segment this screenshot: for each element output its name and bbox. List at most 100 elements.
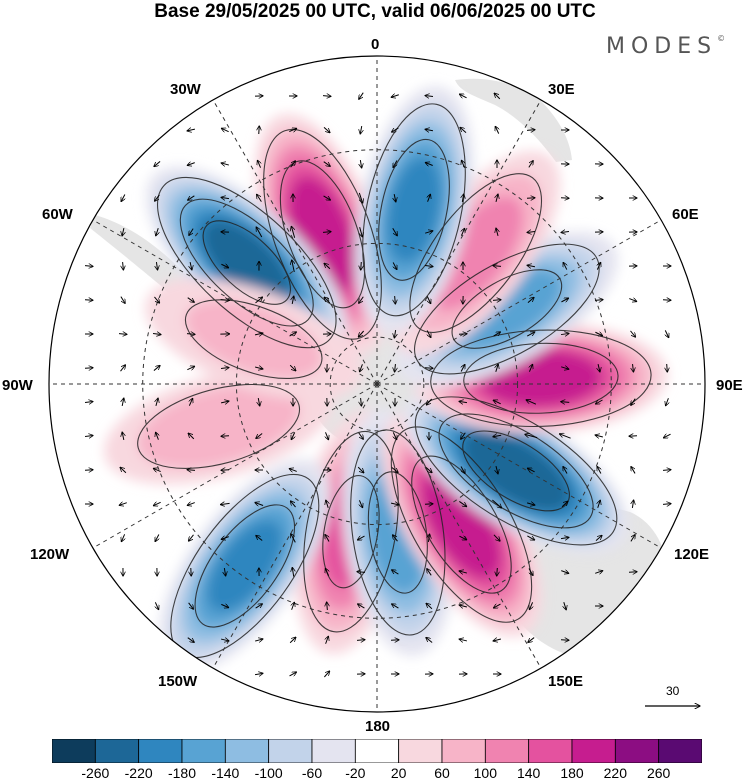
wind-vector bbox=[459, 571, 467, 573]
anomaly-contour bbox=[414, 396, 618, 546]
wind-vector bbox=[459, 605, 467, 607]
wind-vector bbox=[526, 130, 535, 131]
wind-vector bbox=[324, 297, 331, 304]
wind-vector bbox=[152, 333, 161, 334]
wind-vector bbox=[254, 367, 263, 369]
anomaly-contour bbox=[184, 299, 323, 379]
wind-vector bbox=[425, 96, 434, 97]
wind-vector bbox=[84, 470, 93, 471]
wind-vector bbox=[291, 432, 294, 439]
wind-vector bbox=[561, 231, 570, 232]
wind-vector bbox=[187, 470, 196, 471]
wind-vector bbox=[526, 503, 535, 505]
wind-vector bbox=[461, 364, 465, 372]
wind-vector bbox=[560, 198, 569, 199]
anomaly-region bbox=[452, 269, 562, 349]
wind-vector bbox=[424, 368, 433, 369]
wind-vector bbox=[257, 194, 262, 202]
lon-label-60e: 60E bbox=[672, 206, 699, 223]
wind-vector bbox=[154, 161, 161, 166]
anomaly-contour bbox=[409, 173, 543, 333]
wind-vector bbox=[256, 433, 263, 439]
colorbar-swatch bbox=[398, 739, 443, 763]
wind-vector bbox=[628, 572, 637, 573]
lon-label-0: 0 bbox=[371, 36, 380, 53]
wind-vector bbox=[395, 363, 396, 372]
wind-vector bbox=[289, 332, 297, 337]
wind-vector bbox=[156, 261, 157, 270]
colorbar-tick-label: -60 bbox=[301, 765, 323, 781]
wind-vector bbox=[220, 503, 230, 504]
wind-vector bbox=[189, 534, 194, 541]
wind-vector bbox=[156, 398, 158, 406]
wind-vector bbox=[153, 502, 161, 505]
wind-vector bbox=[527, 232, 536, 233]
colorbar-tick-label: -180 bbox=[167, 765, 197, 781]
wind-vector bbox=[561, 571, 569, 574]
anomaly-region bbox=[421, 470, 501, 579]
wind-vector bbox=[561, 501, 568, 508]
wind-vector bbox=[630, 535, 635, 542]
wind-vector bbox=[496, 364, 498, 372]
meridian-line bbox=[92, 219, 378, 385]
wind-vector bbox=[563, 262, 567, 270]
wind-vector bbox=[428, 534, 429, 543]
anomaly-contour bbox=[137, 383, 301, 469]
wind-vector bbox=[291, 226, 296, 238]
wind-vector bbox=[155, 534, 159, 541]
colorbar-swatch bbox=[528, 739, 573, 763]
colorbar-swatch bbox=[311, 739, 356, 763]
colorbar-swatch bbox=[441, 739, 486, 763]
anomaly-contour bbox=[378, 138, 450, 281]
wind-vector bbox=[459, 639, 468, 641]
map-boundary bbox=[48, 55, 706, 713]
wind-vector bbox=[119, 503, 127, 506]
wind-vector bbox=[221, 197, 230, 198]
colorbar-tick-label: -140 bbox=[211, 765, 240, 781]
wind-vector bbox=[292, 602, 295, 610]
wind-vector bbox=[325, 568, 328, 576]
wind-vector bbox=[120, 365, 126, 372]
wind-vector bbox=[221, 537, 229, 540]
wind-vector bbox=[595, 332, 602, 335]
wind-vector bbox=[560, 333, 569, 334]
anomaly-contour bbox=[156, 176, 337, 349]
colorbar-swatch bbox=[354, 739, 400, 763]
wind-vector bbox=[290, 501, 296, 508]
wind-vector bbox=[496, 466, 498, 474]
wind-vector bbox=[360, 227, 363, 237]
lon-label-30w: 30W bbox=[170, 81, 201, 98]
colorbar-tick-label: -260 bbox=[81, 765, 110, 781]
wind-vector bbox=[526, 332, 535, 337]
wind-vector bbox=[357, 572, 366, 573]
wind-vector bbox=[393, 160, 397, 167]
wind-vector bbox=[254, 673, 263, 674]
colorbar-swatch bbox=[138, 739, 183, 763]
anomaly-contour bbox=[413, 243, 600, 375]
colorbar-tick-label: 60 bbox=[434, 765, 450, 781]
wind-vector bbox=[361, 397, 362, 406]
colorbar-swatch bbox=[181, 739, 226, 763]
wind-vector bbox=[122, 227, 124, 236]
wind-vector bbox=[187, 366, 194, 369]
colorbar-tick-label: 260 bbox=[646, 765, 671, 781]
wind-vector bbox=[360, 159, 361, 168]
wind-vector bbox=[493, 639, 502, 641]
wind-vector bbox=[256, 535, 263, 541]
wind-vector bbox=[323, 161, 331, 167]
wind-vector bbox=[427, 330, 431, 337]
wind-vector bbox=[327, 602, 328, 611]
lon-label-150e: 150E bbox=[548, 673, 584, 690]
wind-vector bbox=[560, 537, 569, 538]
wind-vector bbox=[493, 266, 502, 267]
wind-vector bbox=[461, 466, 465, 474]
wind-vector bbox=[392, 227, 397, 236]
wind-vector bbox=[361, 261, 362, 270]
wind-vector bbox=[221, 163, 229, 165]
colorbar-tick-label: -20 bbox=[345, 765, 366, 781]
anomaly-contour bbox=[463, 342, 619, 414]
wind-vector bbox=[187, 503, 195, 506]
wind-vector bbox=[257, 160, 260, 168]
wind-vector bbox=[631, 467, 636, 474]
wind-vector bbox=[326, 500, 328, 508]
